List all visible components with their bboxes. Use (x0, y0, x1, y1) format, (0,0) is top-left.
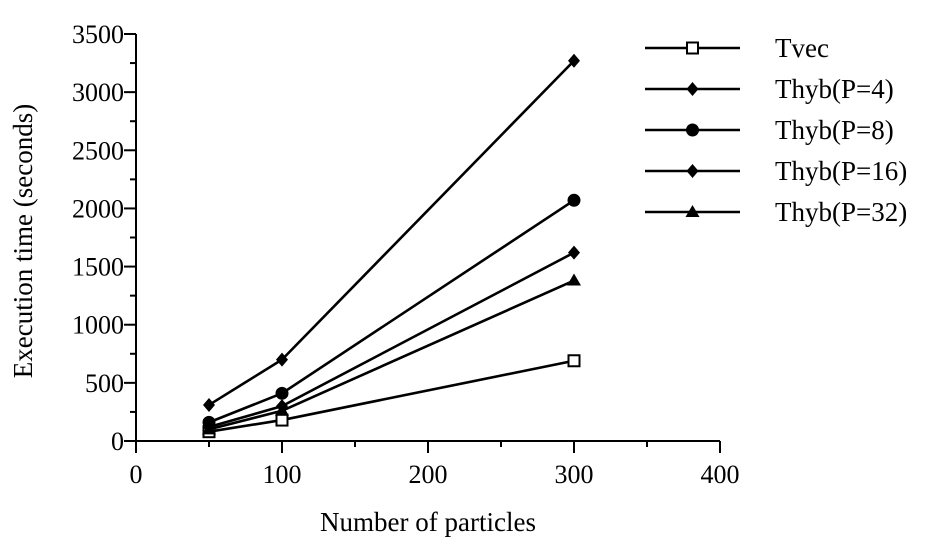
data-point (567, 193, 581, 207)
x-tick-label: 300 (555, 460, 594, 489)
series-1 (202, 354, 581, 439)
series-area (202, 53, 581, 439)
data-point (275, 386, 289, 400)
data-point (568, 53, 580, 68)
x-axis-title: Number of particles (320, 507, 536, 537)
data-point (275, 403, 289, 416)
y-tick-label: 3000 (72, 78, 124, 107)
data-point (203, 397, 215, 412)
legend-marker (686, 164, 699, 178)
series-line (208, 199, 575, 424)
y-axis-title: Execution time (seconds) (8, 104, 38, 378)
legend-item: Thyb(P=16) (645, 156, 907, 186)
y-tick-label: 2000 (72, 194, 124, 223)
legend-item: Thyb(P=8) (645, 115, 894, 145)
series-line (208, 59, 575, 407)
legend-label: Thyb(P=16) (775, 156, 907, 186)
y-tick-label: 0 (111, 427, 124, 456)
data-point (276, 352, 288, 367)
legend-label: Thyb(P=8) (775, 115, 894, 145)
legend-item: Tvec (645, 33, 829, 63)
legend-marker (686, 41, 699, 55)
legend-label: Thyb(P=32) (775, 197, 907, 227)
legend-label: Thyb(P=4) (775, 74, 894, 104)
legend-marker (686, 123, 699, 137)
data-point (275, 413, 289, 427)
axes: 0 500 1000 1500 2000 2500 3000 3500 0 100 200 300 40… (72, 20, 740, 489)
y-tick-label: 1500 (72, 253, 124, 282)
data-point (567, 354, 581, 368)
data-point (568, 245, 580, 260)
legend-item: Thyb(P=4) (645, 74, 894, 104)
legend-label: Tvec (775, 33, 829, 63)
series-3 (202, 193, 581, 429)
legend-marker (685, 205, 700, 217)
series-line (208, 279, 575, 431)
y-tick-label: 3500 (72, 20, 124, 49)
legend: Tvec Thyb(P=4) Thyb(P=8) Thyb(P=16) Thyb(P=3… (645, 33, 907, 227)
data-point (567, 273, 581, 286)
legend-item: Thyb(P=32) (645, 197, 907, 227)
x-tick-label: 0 (130, 460, 143, 489)
series-4 (203, 245, 580, 435)
x-tick-label: 100 (263, 460, 302, 489)
y-tick-label: 1000 (72, 311, 124, 340)
x-tick-label: 400 (701, 460, 740, 489)
y-tick-label: 2500 (72, 136, 124, 165)
series-5 (202, 273, 581, 435)
legend-marker (686, 82, 699, 96)
y-tick-label: 500 (85, 369, 124, 398)
x-tick-label: 200 (409, 460, 448, 489)
series-2 (203, 53, 580, 412)
data-point (202, 422, 216, 435)
